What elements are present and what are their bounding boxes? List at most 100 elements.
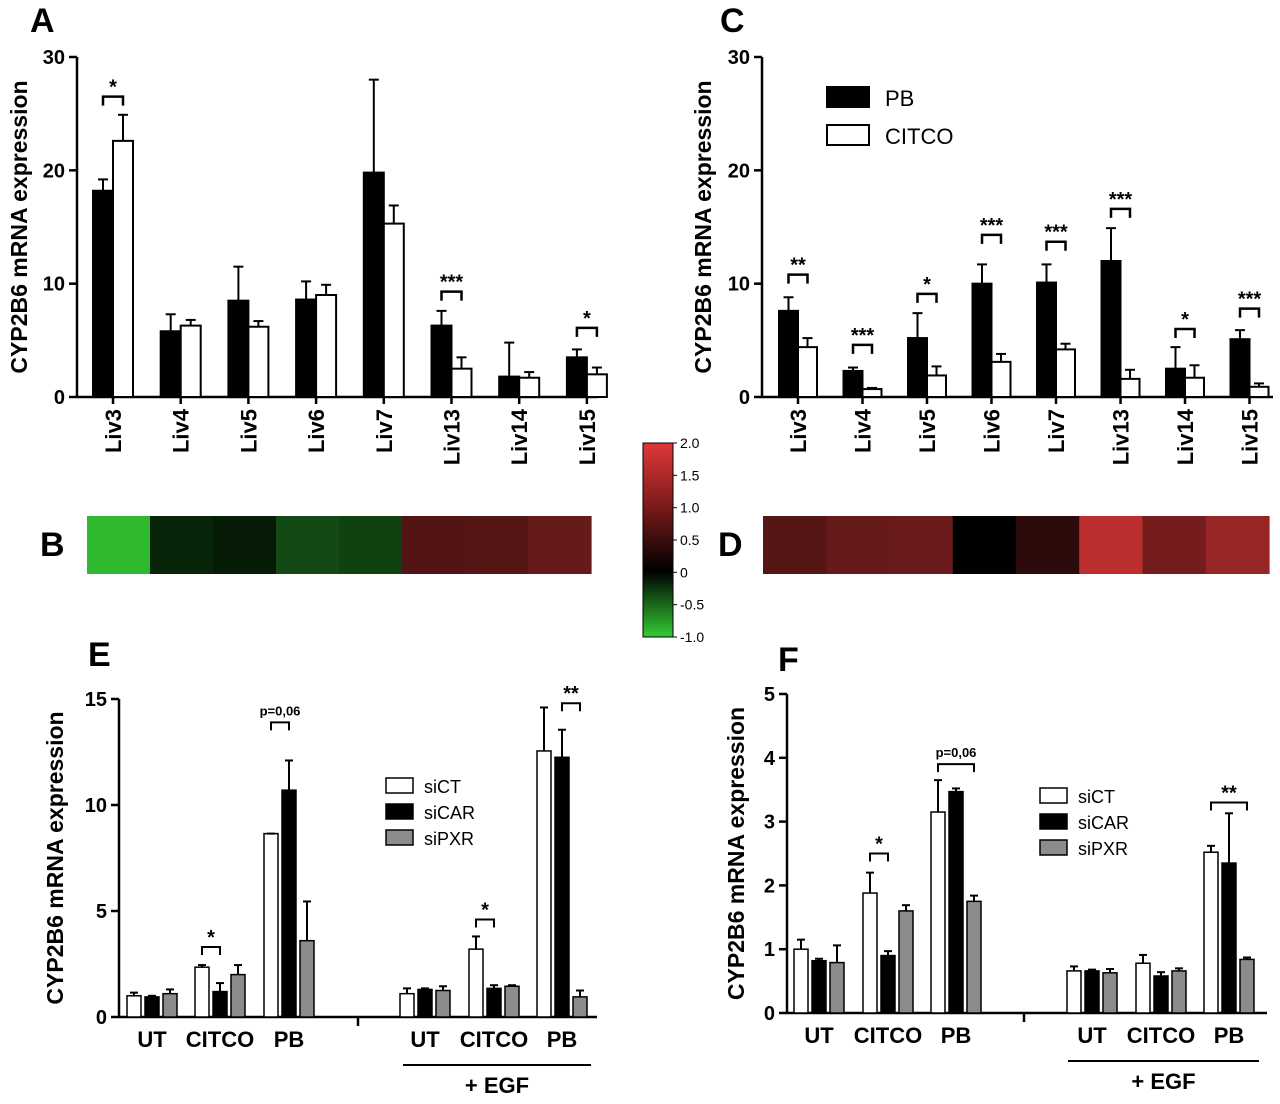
heatmap-cell bbox=[339, 516, 403, 574]
legend-label: siCT bbox=[1078, 787, 1115, 807]
panel-letter-e: E bbox=[88, 636, 111, 674]
bar-PB bbox=[1036, 281, 1057, 398]
colorbar-gradient bbox=[642, 442, 674, 638]
bar-siPXR bbox=[230, 973, 246, 1018]
panel-letter-f: F bbox=[778, 641, 799, 679]
heatmap-cell bbox=[528, 516, 592, 574]
bar-siPXR bbox=[299, 939, 315, 1018]
bar-siCAR bbox=[1153, 975, 1169, 1014]
colorbar-tick-label: -1.0 bbox=[680, 629, 704, 645]
panel-b-heatmap bbox=[87, 516, 592, 574]
legend-label: siPXR bbox=[424, 829, 474, 849]
bar-siCAR bbox=[1221, 862, 1237, 1014]
bar-CITCO bbox=[990, 360, 1012, 399]
bar-CITCO bbox=[1248, 385, 1270, 398]
bar-siCT bbox=[1135, 962, 1151, 1014]
x-tick-label: Liv3 bbox=[101, 409, 126, 453]
bar-white bbox=[585, 373, 608, 399]
bar-white bbox=[382, 222, 405, 398]
legend-label: siPXR bbox=[1078, 839, 1128, 859]
bar-siCAR bbox=[486, 987, 502, 1018]
y-tick-label: 10 bbox=[728, 274, 750, 296]
significance-label: * bbox=[1181, 309, 1189, 331]
bar-siCAR bbox=[948, 790, 964, 1014]
heatmap-cell bbox=[276, 516, 340, 574]
colorbar-ticks: 2.0 1.5 1.0 0.5 0 -0.5 -1.0 bbox=[673, 435, 704, 645]
x-tick-label: Liv13 bbox=[1109, 409, 1134, 465]
significance-bracket bbox=[201, 946, 221, 956]
bar-black bbox=[565, 356, 588, 399]
x-tick-label: Liv14 bbox=[507, 408, 532, 465]
heatmap-cell bbox=[889, 516, 954, 574]
significance-bracket bbox=[937, 763, 975, 773]
bar-CITCO bbox=[1119, 377, 1141, 399]
egf-group-label: + EGF bbox=[1131, 1069, 1195, 1094]
bar-siCT bbox=[1066, 970, 1082, 1014]
significance-bracket bbox=[980, 233, 1003, 244]
bar-siPXR bbox=[829, 961, 845, 1014]
bar-PB bbox=[778, 309, 799, 398]
bar-siPXR bbox=[572, 996, 588, 1018]
bar-siCAR bbox=[554, 756, 570, 1018]
significance-label: * bbox=[875, 834, 883, 856]
y-tick-label: 20 bbox=[43, 160, 65, 182]
x-tick-label: Liv5 bbox=[915, 409, 940, 453]
bar-siCT bbox=[126, 995, 142, 1018]
heatmap-cell bbox=[213, 516, 277, 574]
panel-d-heatmap bbox=[763, 516, 1270, 574]
x-tick-label: CITCO bbox=[854, 1023, 922, 1048]
y-tick-label: 4 bbox=[764, 748, 776, 770]
bar-black bbox=[430, 324, 453, 399]
bar-white bbox=[450, 367, 473, 398]
y-axis-label: CYP2B6 mRNA expression bbox=[723, 707, 749, 1000]
x-tick-label: Liv6 bbox=[304, 409, 329, 453]
significance-label: * bbox=[583, 308, 591, 330]
bar-CITCO bbox=[797, 346, 818, 398]
bar-siCAR bbox=[144, 996, 160, 1018]
bar-black bbox=[227, 299, 250, 398]
significance-bracket bbox=[869, 852, 889, 862]
significance-bracket bbox=[575, 326, 599, 337]
bar-siCAR bbox=[417, 988, 433, 1018]
heatmap-cell bbox=[465, 516, 529, 574]
heatmap-cell bbox=[1205, 516, 1270, 574]
y-tick-label: 5 bbox=[96, 901, 107, 923]
bar-siCT bbox=[194, 966, 210, 1018]
panel-letter-c: C bbox=[720, 2, 745, 40]
legend-swatch-PB bbox=[826, 86, 870, 108]
colorbar-tick-label: 2.0 bbox=[680, 435, 700, 451]
significance-bracket bbox=[1174, 327, 1196, 338]
significance-bracket bbox=[561, 702, 581, 712]
significance-label: *** bbox=[980, 215, 1004, 237]
significance-label: *** bbox=[851, 325, 875, 347]
x-tick-label: UT bbox=[410, 1027, 440, 1052]
heatmap-cell bbox=[402, 516, 466, 574]
y-tick-label: 5 bbox=[764, 684, 775, 706]
bar-white bbox=[179, 324, 202, 399]
significance-bracket bbox=[1210, 801, 1248, 811]
legend-swatch-siCT bbox=[1039, 787, 1068, 804]
x-tick-label: CITCO bbox=[1127, 1023, 1195, 1048]
bar-black bbox=[362, 171, 385, 398]
bar-siCT bbox=[1203, 851, 1219, 1014]
y-tick-label: 20 bbox=[728, 160, 750, 182]
x-tick-label: PB bbox=[941, 1023, 972, 1048]
significance-label: p=0,06 bbox=[936, 745, 977, 760]
x-tick-label: UT bbox=[137, 1027, 167, 1052]
x-tick-label: Liv7 bbox=[1044, 409, 1069, 453]
legend-swatch-siCAR bbox=[1039, 813, 1068, 830]
legend-label: CITCO bbox=[885, 124, 953, 149]
significance-label: * bbox=[207, 927, 215, 949]
x-tick-label: CITCO bbox=[186, 1027, 254, 1052]
heatmap-cell bbox=[87, 516, 151, 574]
egf-group-label: + EGF bbox=[465, 1073, 529, 1098]
bar-siPXR bbox=[1171, 970, 1187, 1014]
y-tick-label: 0 bbox=[764, 1003, 775, 1025]
x-tick-label: UT bbox=[804, 1023, 834, 1048]
bar-siCT bbox=[399, 992, 415, 1018]
bar-siPXR bbox=[898, 910, 914, 1014]
x-tick-label: PB bbox=[1214, 1023, 1245, 1048]
colorbar-tick-label: 0 bbox=[680, 564, 688, 580]
y-tick-label: 3 bbox=[764, 812, 775, 834]
